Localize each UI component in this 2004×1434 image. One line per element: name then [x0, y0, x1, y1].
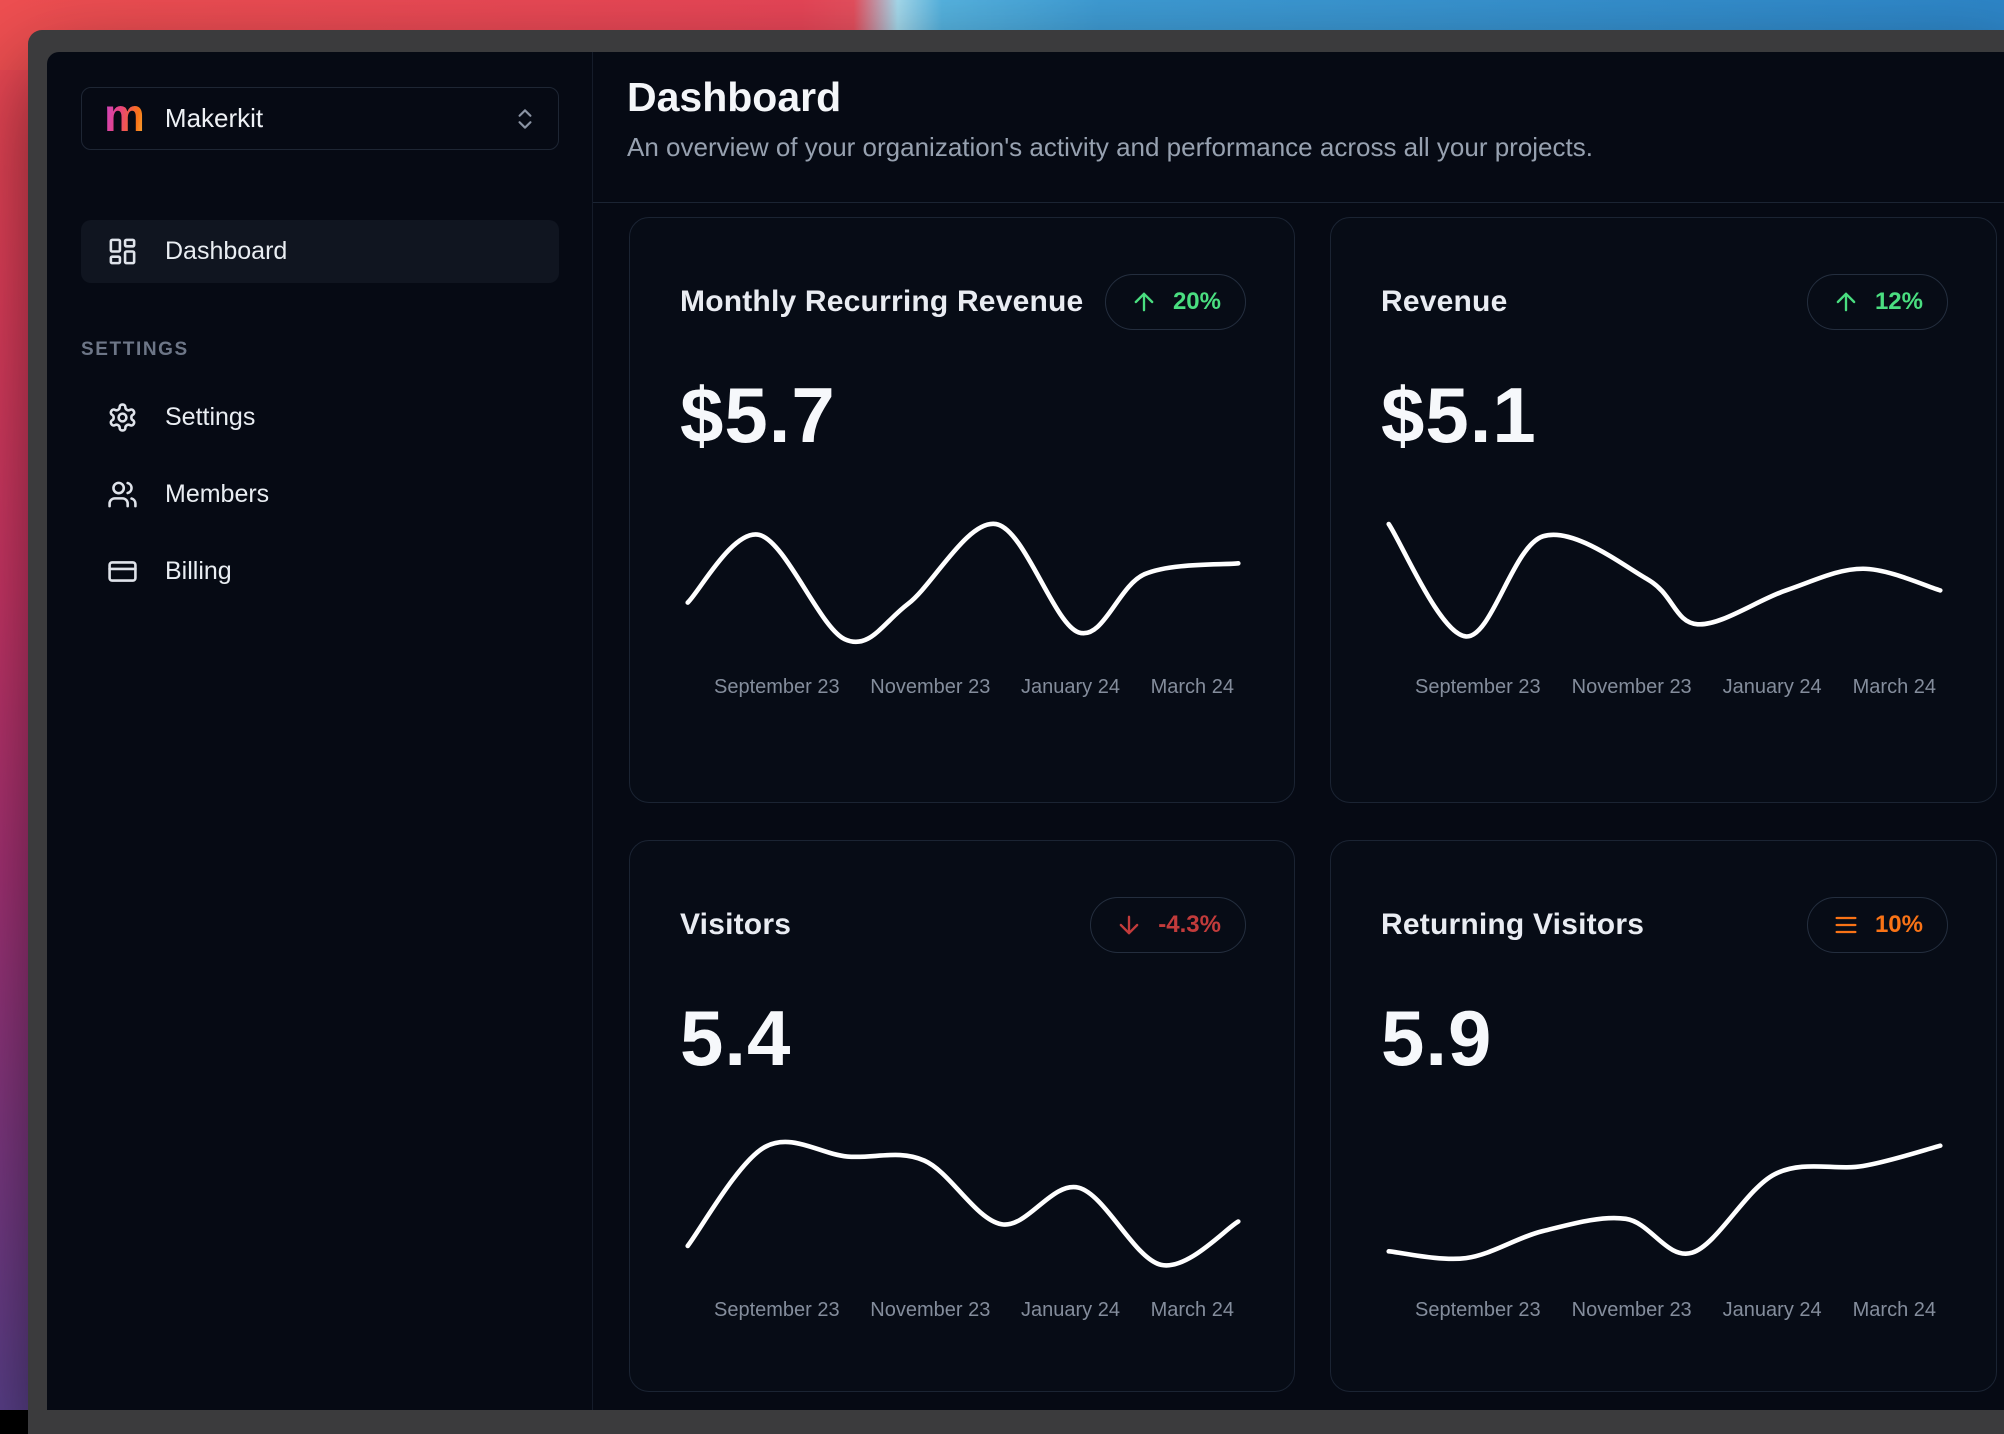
x-axis-labels: September 23 November 23 January 24 Marc…	[680, 664, 1246, 699]
axis-tick: November 23	[1571, 1299, 1692, 1321]
page-subtitle: An overview of your organization's activ…	[627, 132, 1593, 162]
axis-tick: September 23	[714, 1299, 840, 1321]
metric-value: $5.7	[680, 371, 836, 459]
trend-value: -4.3%	[1158, 911, 1221, 938]
sparkline-chart	[680, 1129, 1246, 1287]
metric-value: 5.4	[680, 994, 792, 1082]
sidebar-item-label: Billing	[165, 557, 232, 585]
axis-tick: September 23	[1415, 1299, 1541, 1321]
sidebar-item-settings[interactable]: Settings	[81, 379, 559, 456]
axis-tick: January 24	[1020, 1299, 1120, 1321]
axis-tick: November 23	[1571, 676, 1692, 698]
makerkit-logo-icon: m	[104, 88, 145, 141]
chevrons-up-down-icon	[512, 106, 538, 132]
axis-tick: November 23	[870, 1299, 991, 1321]
axis-tick: January 24	[1020, 676, 1120, 698]
app-window: m Makerkit Dashboard SETTINGS	[28, 30, 2004, 1434]
app-surface: m Makerkit Dashboard SETTINGS	[47, 52, 2004, 1410]
metric-value: 5.9	[1381, 994, 1493, 1082]
gear-icon	[107, 402, 138, 433]
sidebar-item-dashboard[interactable]: Dashboard	[81, 220, 559, 283]
trend-value: 20%	[1172, 288, 1221, 315]
axis-tick: January 24	[1722, 1299, 1822, 1321]
trend-value: 12%	[1874, 288, 1923, 315]
card-title: Revenue	[1381, 285, 1508, 318]
sidebar-item-label: Dashboard	[165, 237, 288, 265]
axis-tick: September 23	[714, 676, 840, 698]
arrow-up-icon	[1832, 288, 1860, 316]
x-axis-labels: September 23 November 23 January 24 Marc…	[680, 1287, 1246, 1322]
sidebar: m Makerkit Dashboard SETTINGS	[47, 52, 593, 1410]
team-selector[interactable]: m Makerkit	[81, 87, 559, 150]
axis-tick: March 24	[1150, 676, 1234, 698]
trend-badge: 20%	[1104, 274, 1246, 330]
axis-tick: September 23	[1415, 676, 1541, 698]
card-monthly-recurring-revenue: Monthly Recurring Revenue 20% $5.7	[629, 217, 1295, 803]
page-header: Dashboard An overview of your organizati…	[593, 52, 2004, 203]
dashboard-grid-icon	[107, 236, 138, 267]
primary-nav: Dashboard	[47, 220, 592, 283]
sidebar-item-billing[interactable]: Billing	[81, 533, 559, 610]
sparkline-chart	[680, 506, 1246, 664]
card-title: Monthly Recurring Revenue	[680, 285, 1084, 318]
trend-badge: 10%	[1806, 897, 1948, 953]
sparkline-chart	[1381, 1129, 1948, 1287]
page-title: Dashboard	[627, 74, 842, 120]
sidebar-item-label: Settings	[165, 403, 256, 431]
arrow-up-icon	[1130, 288, 1158, 316]
window-titlebar[interactable]	[28, 30, 2004, 52]
settings-section-label: SETTINGS	[81, 339, 189, 360]
settings-nav: Settings Members Billing	[47, 379, 592, 610]
card-returning-visitors: Returning Visitors 10% 5.9 Septemb	[1330, 840, 1997, 1392]
credit-card-icon	[107, 556, 138, 587]
arrow-down-icon	[1115, 911, 1143, 939]
axis-tick: November 23	[870, 676, 991, 698]
metric-value: $5.1	[1381, 371, 1537, 459]
sidebar-item-members[interactable]: Members	[81, 456, 559, 533]
x-axis-labels: September 23 November 23 January 24 Marc…	[1381, 664, 1948, 699]
x-axis-labels: September 23 November 23 January 24 Marc…	[1381, 1287, 1948, 1322]
axis-tick: March 24	[1852, 676, 1936, 698]
equal-lines-icon	[1832, 911, 1860, 939]
trend-value: 10%	[1874, 911, 1923, 938]
card-visitors: Visitors -4.3% 5.4 September 23	[629, 840, 1295, 1392]
card-title: Visitors	[680, 908, 792, 941]
card-revenue: Revenue 12% $5.1 September 23	[1330, 217, 1997, 803]
sidebar-item-label: Members	[165, 480, 270, 508]
team-name: Makerkit	[164, 103, 264, 133]
main-content: Dashboard An overview of your organizati…	[593, 52, 2004, 1410]
card-title: Returning Visitors	[1381, 908, 1645, 941]
trend-badge: 12%	[1806, 274, 1948, 330]
users-icon	[107, 479, 138, 510]
trend-badge: -4.3%	[1090, 897, 1246, 953]
axis-tick: March 24	[1150, 1299, 1234, 1321]
axis-tick: March 24	[1852, 1299, 1936, 1321]
metric-cards-grid: Monthly Recurring Revenue 20% $5.7	[593, 203, 2004, 1392]
sparkline-chart	[1381, 506, 1948, 664]
axis-tick: January 24	[1722, 676, 1822, 698]
